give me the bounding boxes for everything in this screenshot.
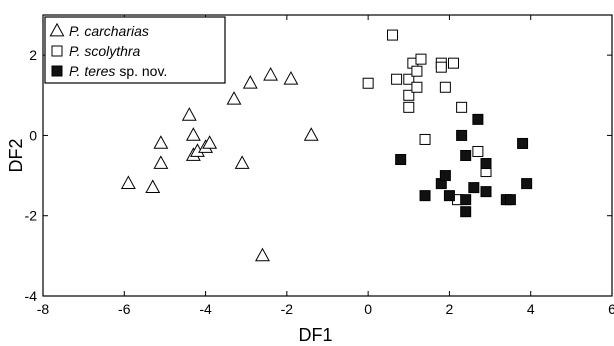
data-point — [472, 145, 484, 157]
legend-marker — [51, 45, 63, 57]
legend-entry: P. teres sp. nov. — [69, 63, 167, 79]
x-tick-label: -8 — [37, 301, 50, 317]
legend-marker — [51, 65, 63, 77]
legend-species-suffix: sp. nov. — [115, 63, 167, 79]
data-point — [480, 186, 492, 198]
data-point — [234, 155, 250, 169]
data-point — [439, 170, 451, 182]
series-2 — [362, 29, 492, 206]
data-point — [411, 81, 423, 93]
data-point — [460, 194, 472, 206]
data-point — [153, 135, 169, 149]
data-point — [468, 182, 480, 194]
legend-marker — [49, 22, 65, 37]
legend-entry: P. scolythra — [69, 43, 141, 59]
data-point — [255, 247, 270, 262]
data-point — [447, 57, 459, 69]
x-axis-title: DF1 — [298, 325, 332, 345]
data-point — [456, 129, 468, 141]
data-point — [362, 77, 374, 89]
data-point — [391, 73, 403, 85]
legend: P. carcharias P. scolythra P. teres sp. no… — [44, 16, 226, 84]
data-point — [517, 137, 529, 149]
data-point — [443, 190, 455, 202]
data-point — [456, 101, 468, 113]
data-point — [403, 73, 415, 85]
data-point — [242, 75, 258, 89]
data-point — [419, 133, 431, 145]
axes: -8 -6 -4 -2 0 2 4 6 -4 -2 0 2 DF1 DF2 — [6, 14, 614, 345]
y-tick-label: 2 — [29, 47, 37, 63]
data-point — [303, 127, 319, 141]
data-point — [202, 135, 218, 149]
data-point — [439, 81, 451, 93]
plot-frame — [42, 14, 613, 297]
data-point — [263, 67, 279, 81]
legend-species-name: P. scolythra — [69, 43, 141, 59]
data-point — [226, 91, 242, 105]
y-tick-label: 0 — [29, 127, 37, 143]
data-points — [120, 29, 533, 262]
data-point — [153, 155, 169, 169]
x-tick-label: -4 — [199, 301, 212, 317]
data-point — [415, 53, 427, 65]
x-tick-label: -2 — [281, 301, 294, 317]
y-tick-label: -4 — [25, 288, 38, 304]
data-point — [403, 89, 415, 101]
data-point — [419, 190, 431, 202]
data-point — [403, 101, 415, 113]
data-point — [521, 178, 533, 190]
y-axis-title: DF2 — [6, 138, 26, 172]
data-point — [460, 206, 472, 218]
data-point — [185, 127, 201, 141]
x-tick-label: 2 — [446, 301, 454, 317]
data-point — [435, 61, 447, 73]
data-point — [120, 175, 136, 189]
data-point — [472, 113, 484, 125]
data-point — [504, 194, 516, 206]
data-point — [283, 71, 299, 85]
legend-species-name: P. carcharias — [69, 23, 149, 39]
y-tick-label: -2 — [25, 208, 38, 224]
data-point — [411, 65, 423, 77]
x-tick-label: -6 — [118, 301, 131, 317]
x-tick-label: 6 — [608, 301, 614, 317]
series-3 — [395, 113, 533, 218]
x-tick-label: 0 — [364, 301, 372, 317]
x-tick-label: 4 — [527, 301, 535, 317]
data-point — [181, 107, 197, 121]
series-1 — [120, 67, 319, 262]
legend-species-name: P. teres — [69, 63, 115, 79]
data-point — [460, 150, 472, 161]
legend-entry: P. carcharias — [69, 23, 149, 39]
data-point — [480, 158, 492, 170]
legend-box — [44, 16, 226, 84]
data-point — [395, 154, 407, 166]
data-point — [387, 29, 399, 41]
data-point — [145, 179, 161, 193]
